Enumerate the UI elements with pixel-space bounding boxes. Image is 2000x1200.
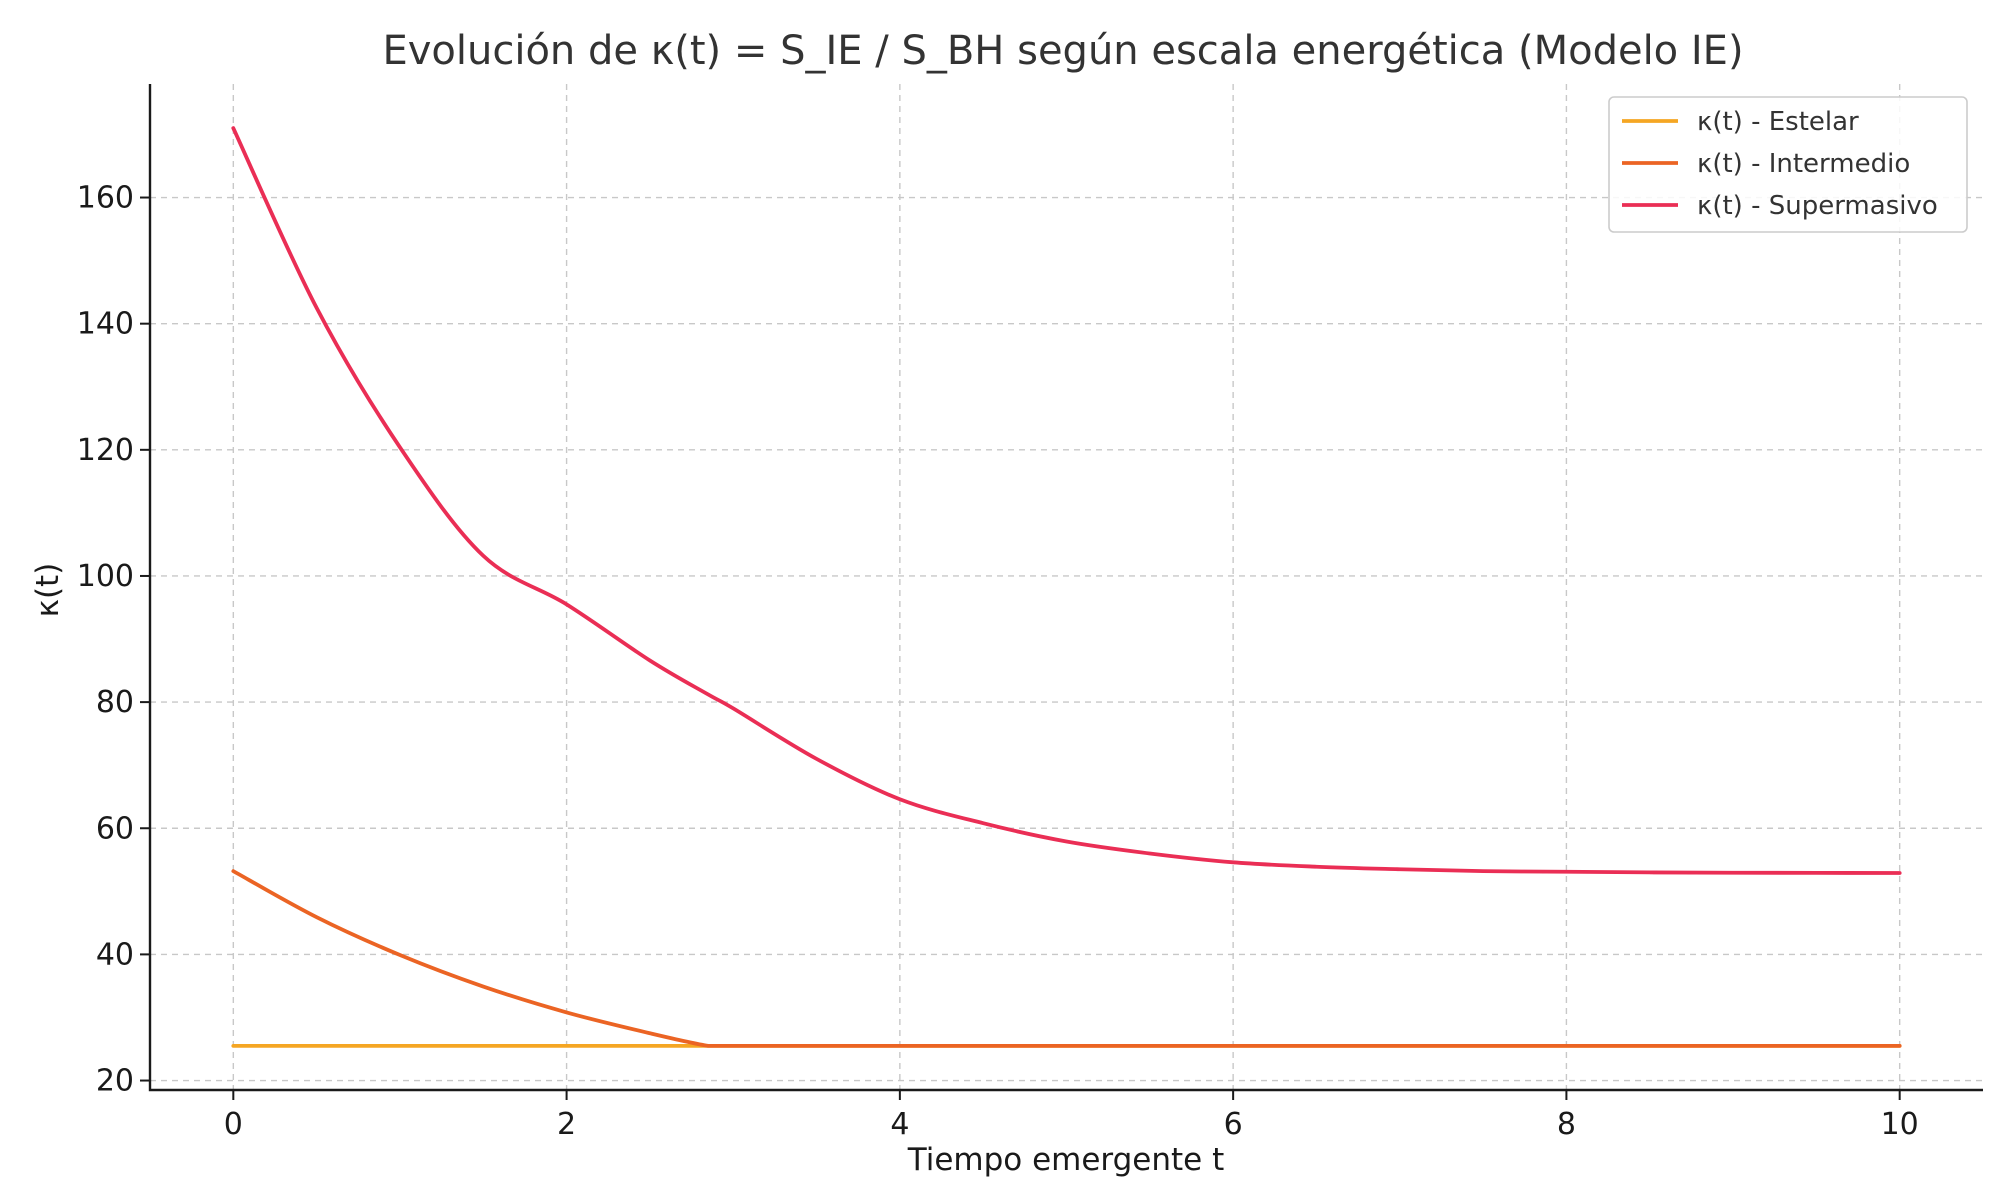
- y-tick-label: 100: [77, 559, 134, 594]
- series-supermasivo-line: [231, 126, 1902, 875]
- x-axis-label: Tiempo emergente t: [907, 1142, 1225, 1178]
- x-tick-label: 0: [224, 1107, 243, 1142]
- x-tick-label: 6: [1224, 1107, 1243, 1142]
- y-tick-label: 40: [96, 937, 134, 972]
- x-tick-label: 2: [557, 1107, 576, 1142]
- x-axis-ticks: 0 2 4 6 8 10: [224, 1090, 1919, 1142]
- y-tick-label: 160: [77, 181, 134, 216]
- y-tick-label: 60: [96, 811, 134, 846]
- y-tick-label: 80: [96, 685, 134, 720]
- legend-label: κ(t) - Supermasivo: [1697, 191, 1938, 221]
- y-tick-label: 120: [77, 433, 134, 468]
- y-axis-label: κ(t): [30, 563, 66, 618]
- y-axis-ticks: 20 40 60 80 100 120 140 160: [77, 181, 150, 1099]
- series-intermedio-line: [231, 869, 1902, 1048]
- legend-label: κ(t) - Estelar: [1697, 107, 1859, 137]
- legend-box: [1608, 96, 1968, 233]
- x-tick-label: 10: [1881, 1107, 1919, 1142]
- axis-spines: [148, 84, 1983, 1092]
- y-tick-label: 20: [96, 1064, 134, 1099]
- chart-title: Evolución de κ(t) = S_IE / S_BH según es…: [382, 28, 1743, 74]
- grid: [150, 84, 1983, 1090]
- legend-label: κ(t) - Intermedio: [1697, 149, 1910, 179]
- legend: κ(t) - Estelar κ(t) - Intermedio κ(t) - Su…: [1608, 96, 1968, 233]
- axes: [148, 84, 1983, 1092]
- x-tick-label: 8: [1557, 1107, 1576, 1142]
- x-tick-label: 4: [890, 1107, 909, 1142]
- plot-area: [231, 126, 1902, 1048]
- y-tick-label: 140: [77, 307, 134, 342]
